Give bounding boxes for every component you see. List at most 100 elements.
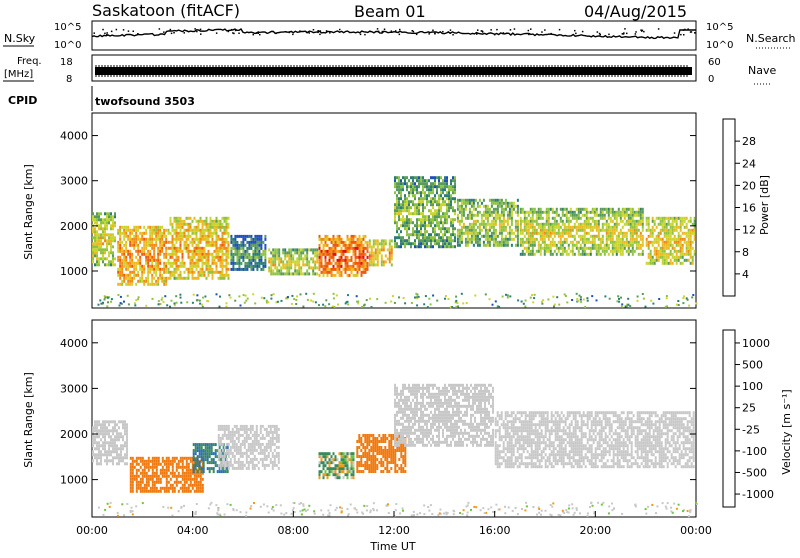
data-cell xyxy=(448,245,450,248)
data-cell xyxy=(246,428,248,431)
data-cell xyxy=(608,229,610,232)
data-cell xyxy=(216,256,218,259)
data-cell xyxy=(610,235,612,238)
data-cell xyxy=(224,244,226,247)
data-cell xyxy=(463,199,465,202)
ground-scatter-cell xyxy=(295,299,297,301)
data-cell xyxy=(400,182,402,185)
data-cell xyxy=(108,420,110,423)
data-cell xyxy=(202,271,204,274)
data-cell xyxy=(640,244,642,247)
data-cell xyxy=(694,229,696,232)
data-cell xyxy=(534,220,536,223)
data-cell xyxy=(145,229,147,232)
data-cell xyxy=(310,266,312,269)
data-cell xyxy=(426,179,428,182)
data-cell xyxy=(199,449,201,452)
data-cell xyxy=(517,232,519,235)
data-cell xyxy=(112,456,114,459)
data-cell xyxy=(568,220,570,223)
data-cell xyxy=(254,262,256,265)
data-cell xyxy=(207,443,209,446)
data-cell xyxy=(420,182,422,185)
data-cell xyxy=(172,274,174,277)
data-cell xyxy=(381,254,383,257)
ground-scatter-cell xyxy=(414,297,416,299)
data-cell xyxy=(622,208,624,211)
data-cell xyxy=(202,262,204,265)
data-cell xyxy=(92,236,94,239)
data-cell xyxy=(566,229,568,232)
data-cell xyxy=(144,484,146,487)
data-cell xyxy=(670,262,672,265)
data-cell xyxy=(590,223,592,226)
data-cell xyxy=(196,265,198,268)
data-cell xyxy=(213,470,215,473)
data-cell xyxy=(532,241,534,244)
data-cell xyxy=(414,176,416,179)
data-cell xyxy=(234,238,236,241)
data-cell xyxy=(196,250,198,253)
data-cell xyxy=(475,229,477,232)
data-cell xyxy=(182,220,184,223)
data-cell xyxy=(432,200,434,203)
data-cell xyxy=(469,199,471,202)
data-cell xyxy=(600,238,602,241)
nsky-dot xyxy=(128,30,130,32)
data-cell xyxy=(367,250,369,253)
data-cell xyxy=(517,208,519,211)
data-cell xyxy=(400,242,402,245)
data-cell xyxy=(556,232,558,235)
data-cell xyxy=(590,226,592,229)
data-cell xyxy=(517,229,519,232)
data-cell xyxy=(664,253,666,256)
data-cell xyxy=(546,223,548,226)
data-cell xyxy=(540,244,542,247)
data-cell xyxy=(432,230,434,233)
data-cell xyxy=(584,229,586,232)
data-cell xyxy=(104,438,106,441)
data-cell xyxy=(493,229,495,232)
data-cell xyxy=(194,253,196,256)
data-cell xyxy=(325,259,327,262)
data-cell xyxy=(188,469,190,472)
data-cell xyxy=(195,449,197,452)
ground-scatter-cell xyxy=(363,305,365,307)
data-cell xyxy=(690,247,692,250)
data-cell xyxy=(102,453,104,456)
data-cell xyxy=(588,211,590,214)
data-cell xyxy=(505,199,507,202)
data-cell xyxy=(161,247,163,250)
data-cell xyxy=(420,221,422,224)
data-cell xyxy=(211,467,213,470)
data-cell xyxy=(92,257,94,260)
data-cell xyxy=(102,218,104,221)
data-cell xyxy=(165,256,167,259)
data-cell xyxy=(416,176,418,179)
data-cell xyxy=(120,456,122,459)
data-cell xyxy=(580,211,582,214)
data-cell xyxy=(126,426,128,429)
data-cell xyxy=(412,179,414,182)
data-cell xyxy=(182,277,184,280)
data-cell xyxy=(242,253,244,256)
data-cell xyxy=(186,250,188,253)
data-cell xyxy=(148,481,150,484)
data-cell xyxy=(329,259,331,262)
data-cell xyxy=(246,461,248,464)
data-cell xyxy=(130,469,132,472)
data-cell xyxy=(142,457,144,460)
data-cell xyxy=(98,236,100,239)
data-cell xyxy=(416,191,418,194)
data-cell xyxy=(560,217,562,220)
data-cell xyxy=(636,232,638,235)
data-cell xyxy=(540,211,542,214)
data-cell xyxy=(182,259,184,262)
data-cell xyxy=(226,449,228,452)
nsky-dot xyxy=(448,31,450,33)
data-cell xyxy=(359,244,361,247)
data-cell xyxy=(268,248,270,251)
data-cell xyxy=(428,218,430,221)
data-cell xyxy=(454,200,456,203)
data-cell xyxy=(98,441,100,444)
